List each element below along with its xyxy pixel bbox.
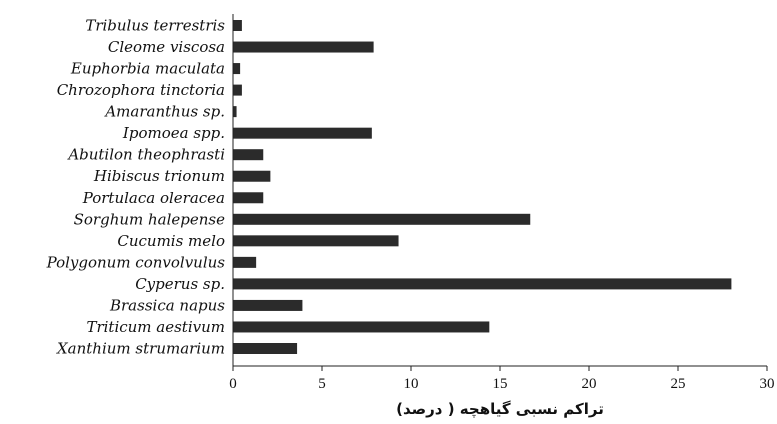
bar — [233, 127, 372, 139]
x-tick-label: 25 — [671, 376, 686, 392]
x-tick-label: 30 — [760, 376, 775, 392]
bars-group — [233, 20, 732, 354]
category-label: Ipomoea spp. — [122, 124, 225, 142]
category-label: Euphorbia maculata — [70, 60, 225, 78]
category-label: Portulaca oleracea — [82, 189, 225, 207]
bar — [233, 278, 732, 290]
category-label: Brassica napus — [109, 296, 225, 314]
bar — [233, 192, 264, 204]
bar — [233, 170, 271, 182]
category-label: Amaranthus sp. — [103, 103, 225, 121]
bar — [233, 149, 264, 161]
x-tick-label: 15 — [493, 376, 508, 392]
bar — [233, 213, 531, 225]
x-tick-label: 0 — [229, 376, 237, 392]
bar — [233, 84, 242, 96]
category-label: Xanthium strumarium — [56, 340, 225, 358]
category-label: Tribulus terrestris — [85, 17, 225, 35]
bar — [233, 235, 399, 247]
bar — [233, 20, 242, 31]
x-axis-title: تراکم نسبی گیاهچه ( درصد) — [396, 400, 604, 419]
bar — [233, 256, 257, 268]
bar — [233, 321, 490, 333]
x-tick-label: 20 — [582, 376, 597, 392]
category-label: Polygonum convolvulus — [46, 253, 226, 271]
bar — [233, 41, 374, 53]
category-label: Hibiscus trionum — [93, 167, 225, 185]
bar — [233, 63, 241, 75]
category-label: Chrozophora tinctoria — [57, 81, 225, 99]
category-label: Sorghum halepense — [74, 210, 226, 228]
x-tick-label: 10 — [404, 376, 419, 392]
category-label: Cucumis melo — [117, 232, 225, 250]
category-labels: Tribulus terrestris Cleome viscosa Euphorb… — [46, 17, 226, 358]
bar — [233, 343, 298, 354]
category-label: Abutilon theophrasti — [66, 146, 225, 164]
bar — [233, 299, 303, 311]
x-ticks-group: 0 5 10 15 20 25 30 — [229, 366, 775, 392]
category-label: Cleome viscosa — [108, 38, 225, 56]
bar — [233, 106, 237, 118]
x-tick-label: 5 — [318, 376, 326, 392]
category-label: Triticum aestivum — [86, 318, 225, 336]
category-label: Cyperus sp. — [135, 275, 225, 293]
